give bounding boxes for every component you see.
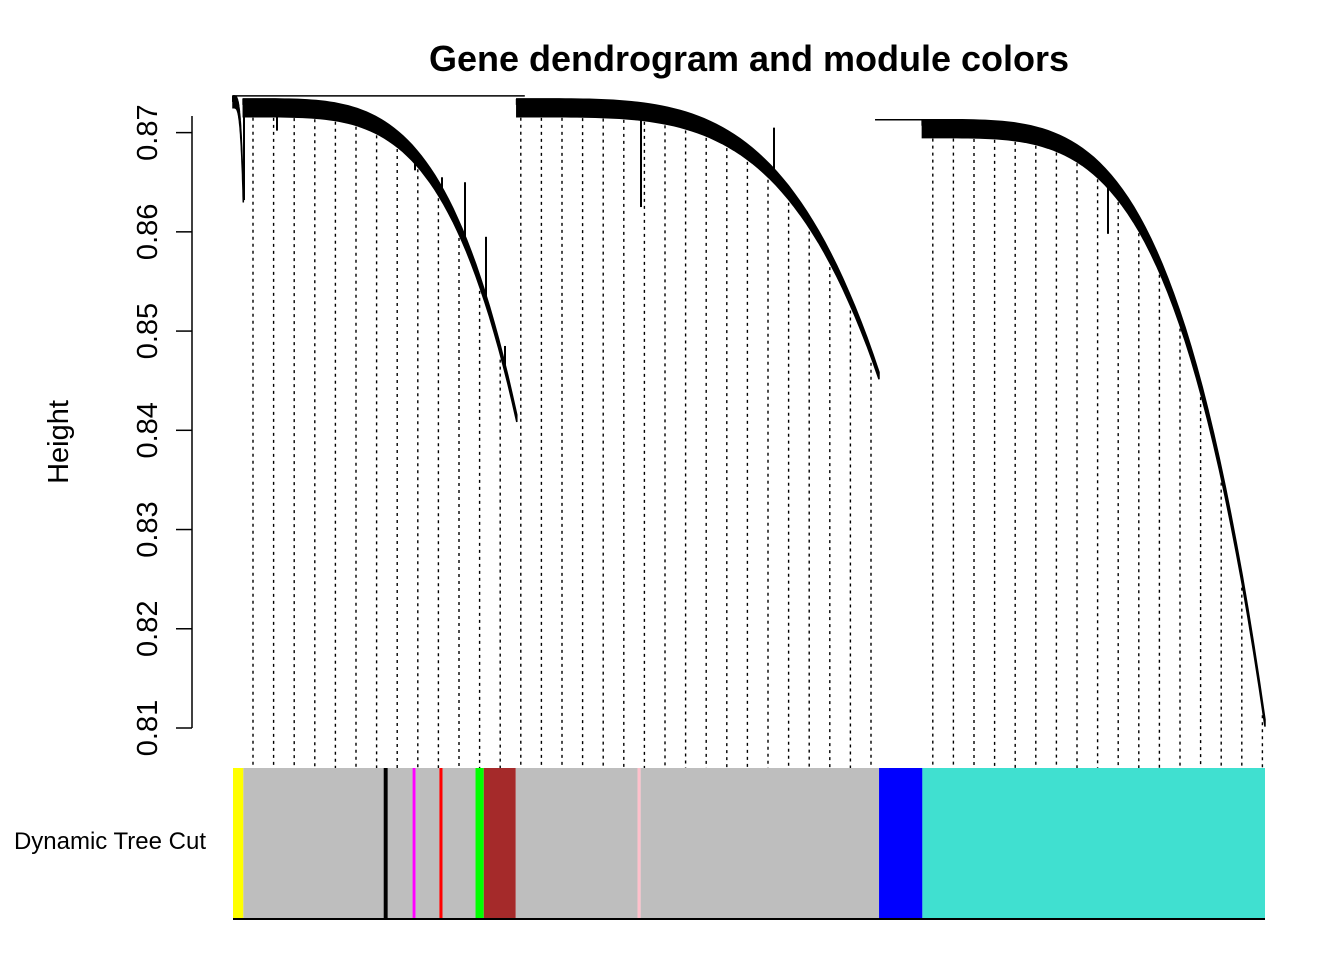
branch-2: [516, 98, 880, 380]
guide-lines: [252, 117, 1264, 768]
module-color-row: [233, 768, 1265, 919]
y-tick-label-0: 0.81: [132, 700, 164, 756]
module-segment-13: [879, 768, 923, 919]
module-segment-1: [243, 768, 384, 919]
y-tick-label-6: 0.87: [132, 104, 164, 160]
module-segment-14: [922, 768, 1265, 919]
branch-1: [242, 98, 518, 423]
y-tick-label-5: 0.86: [132, 204, 164, 260]
y-tick-label-1: 0.82: [132, 601, 164, 657]
module-segment-12: [640, 768, 880, 919]
module-segment-8: [475, 768, 484, 919]
y-tick-label-4: 0.85: [132, 303, 164, 359]
y-axis-label: Height: [43, 400, 75, 484]
module-segment-0: [233, 768, 244, 919]
module-segment-11: [637, 768, 641, 919]
y-tick-label-3: 0.84: [132, 402, 164, 458]
dendrogram-tree: [232, 95, 1266, 727]
module-segment-4: [412, 768, 416, 919]
module-segment-3: [387, 768, 413, 919]
y-axis: 0.81 0.82 0.83 0.84 0.85 0.86 0.87: [132, 104, 193, 756]
color-row-label: Dynamic Tree Cut: [14, 828, 206, 855]
module-segment-7: [442, 768, 476, 919]
module-segment-9: [483, 768, 516, 919]
module-segment-5: [415, 768, 440, 919]
branch-0: [232, 95, 245, 203]
chart-title: Gene dendrogram and module colors: [429, 38, 1069, 79]
branch-3: [921, 118, 1266, 727]
module-segment-2: [383, 768, 388, 919]
module-segment-10: [515, 768, 638, 919]
module-segment-6: [439, 768, 443, 919]
y-tick-label-2: 0.83: [132, 501, 164, 557]
